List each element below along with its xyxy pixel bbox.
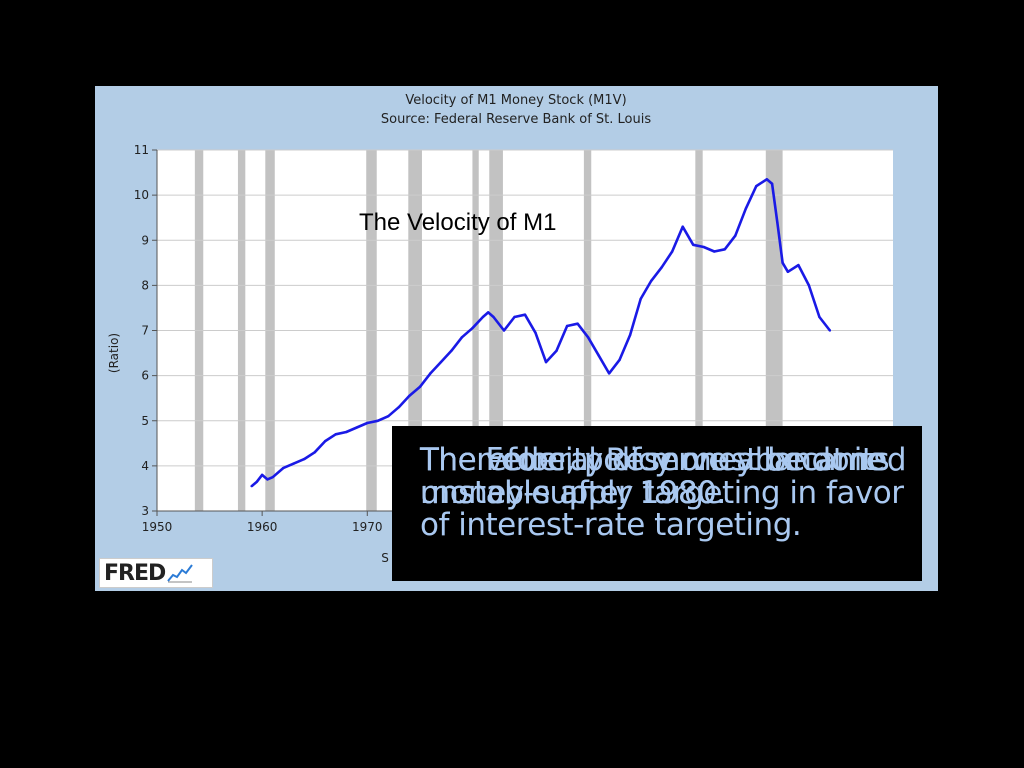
data-point bbox=[460, 336, 464, 339]
data-point bbox=[770, 182, 774, 186]
data-point bbox=[755, 184, 758, 188]
data-point bbox=[786, 270, 790, 274]
data-point bbox=[513, 315, 516, 319]
data-point bbox=[502, 329, 506, 332]
data-point bbox=[376, 419, 379, 422]
x-tick-label: 1960 bbox=[247, 520, 278, 534]
y-tick-label: 7 bbox=[141, 324, 149, 338]
data-point bbox=[807, 284, 811, 287]
data-point bbox=[266, 478, 269, 481]
data-point bbox=[408, 394, 411, 398]
data-point bbox=[660, 266, 663, 269]
data-point bbox=[313, 451, 316, 454]
annotation-box: The Federal Reserve abandoned money-supp… bbox=[392, 426, 922, 581]
data-point bbox=[471, 327, 474, 330]
y-axis-label: (Ratio) bbox=[107, 333, 121, 373]
data-point bbox=[281, 466, 285, 470]
data-point bbox=[649, 279, 653, 283]
data-point bbox=[692, 243, 695, 246]
data-point bbox=[481, 315, 485, 319]
data-point bbox=[255, 480, 259, 483]
chart-title: Velocity of M1 Money Stock (M1V) bbox=[405, 93, 626, 108]
data-point bbox=[544, 360, 548, 364]
x-axis-title-partial: S bbox=[381, 551, 389, 565]
data-point bbox=[418, 385, 422, 389]
y-tick-label: 9 bbox=[141, 233, 149, 247]
data-point bbox=[607, 372, 611, 375]
data-point bbox=[292, 462, 295, 465]
y-tick-label: 5 bbox=[141, 414, 149, 428]
data-point bbox=[523, 313, 527, 316]
data-point bbox=[487, 311, 490, 314]
data-point bbox=[450, 349, 453, 353]
data-point bbox=[250, 484, 253, 488]
data-point bbox=[260, 473, 264, 477]
data-point bbox=[671, 250, 674, 253]
fred-chart-icon bbox=[167, 563, 194, 583]
data-point bbox=[492, 315, 495, 319]
data-point bbox=[781, 261, 784, 265]
data-point bbox=[439, 360, 443, 364]
annotation-text-policy: Therefore, policy must be at its unstabl… bbox=[420, 442, 890, 511]
data-point bbox=[534, 331, 537, 334]
data-point bbox=[387, 415, 390, 418]
data-point bbox=[303, 457, 306, 461]
data-point bbox=[765, 178, 769, 181]
y-tick-label: 3 bbox=[141, 504, 149, 518]
data-point bbox=[702, 245, 705, 249]
y-tick-label: 4 bbox=[141, 459, 149, 473]
data-point bbox=[639, 297, 642, 301]
chart-subtitle: Source: Federal Reserve Bank of St. Loui… bbox=[381, 112, 651, 127]
data-point bbox=[555, 349, 558, 353]
annotation-text-fed: The Federal Reserve abandoned money-supp… bbox=[420, 442, 907, 544]
data-point bbox=[628, 333, 632, 337]
data-point bbox=[271, 475, 274, 479]
x-tick-label: 1970 bbox=[352, 520, 383, 534]
data-point bbox=[576, 322, 579, 325]
data-point bbox=[324, 439, 327, 443]
y-tick-label: 8 bbox=[141, 278, 149, 292]
data-point bbox=[734, 234, 737, 237]
data-point bbox=[397, 406, 401, 409]
data-point bbox=[818, 315, 821, 319]
data-point bbox=[744, 207, 747, 210]
data-point bbox=[681, 225, 684, 228]
annotation-text-velocity: The velocity of money became unstable af… bbox=[420, 442, 885, 511]
data-point bbox=[776, 221, 779, 224]
data-point bbox=[429, 372, 432, 375]
data-point bbox=[713, 250, 716, 253]
data-point bbox=[565, 324, 569, 328]
y-tick-label: 6 bbox=[141, 369, 149, 383]
data-point bbox=[597, 354, 600, 357]
data-point bbox=[586, 336, 590, 339]
fred-logo: FRED bbox=[99, 558, 213, 588]
data-point bbox=[345, 430, 348, 434]
y-tick-label: 10 bbox=[134, 188, 149, 202]
data-point bbox=[618, 358, 621, 362]
data-point bbox=[797, 263, 800, 267]
data-point bbox=[366, 421, 369, 425]
x-tick-label: 1950 bbox=[142, 520, 173, 534]
data-point bbox=[723, 248, 726, 251]
y-tick-label: 11 bbox=[134, 143, 149, 157]
fred-logo-word: FRED bbox=[104, 560, 166, 586]
data-point bbox=[334, 433, 337, 436]
data-point bbox=[828, 329, 832, 332]
chart-inner-label: The Velocity of M1 bbox=[359, 209, 557, 236]
data-point bbox=[355, 426, 358, 429]
